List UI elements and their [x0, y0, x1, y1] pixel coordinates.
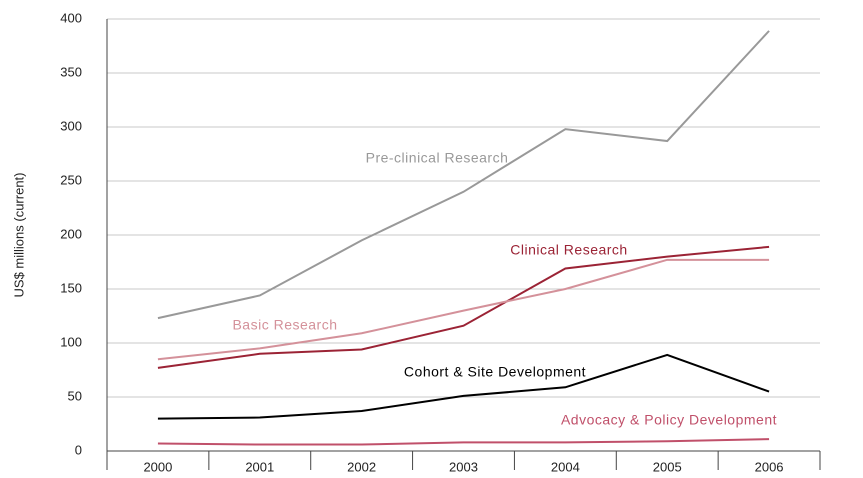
y-tick-label: 400	[60, 10, 82, 25]
y-axis-label: US$ millions (current)	[11, 173, 26, 298]
x-tick-label: 2004	[551, 459, 580, 474]
x-tick-label: 2002	[347, 459, 376, 474]
x-tick-label: 2005	[653, 459, 682, 474]
y-tick-label: 50	[68, 388, 82, 403]
x-tick-label: 2000	[143, 459, 172, 474]
y-tick-label: 0	[75, 442, 82, 457]
y-tick-label: 150	[60, 280, 82, 295]
series-line	[157, 438, 770, 446]
x-tick-label: 2003	[449, 459, 478, 474]
series-label: Cohort & Site Development	[404, 364, 586, 380]
series-label: Pre-clinical Research	[366, 150, 509, 166]
y-tick-label: 300	[60, 118, 82, 133]
series-line	[157, 258, 770, 361]
x-tick-label: 2006	[755, 459, 784, 474]
y-tick-label: 100	[60, 334, 82, 349]
series-label: Advocacy & Policy Development	[561, 412, 777, 428]
y-tick-label: 350	[60, 64, 82, 79]
y-tick-label: 200	[60, 226, 82, 241]
x-tick-label: 2001	[245, 459, 274, 474]
y-tick-label: 250	[60, 172, 82, 187]
series-line	[157, 353, 770, 420]
series-label: Clinical Research	[510, 242, 627, 258]
series-line	[157, 245, 770, 369]
series-label: Basic Research	[232, 317, 337, 333]
series-line	[157, 30, 770, 320]
